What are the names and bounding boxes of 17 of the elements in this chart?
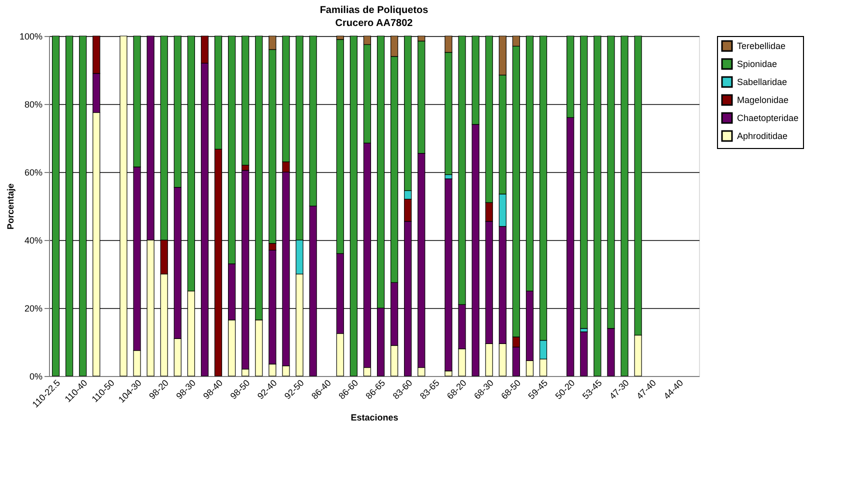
legend-label: Aphroditidae — [737, 131, 788, 141]
legend-label: Sabellaridae — [737, 77, 788, 87]
y-tick-label: 100% — [19, 32, 42, 42]
bar — [580, 332, 588, 376]
legend-label: Chaetopteridae — [737, 113, 799, 123]
y-tick-label: 80% — [24, 100, 42, 110]
y-tick-label: 40% — [24, 236, 42, 246]
legend-label: Spionidae — [737, 59, 778, 69]
legend-label: Magelonidae — [737, 95, 789, 105]
y-tick-label: 20% — [24, 304, 42, 314]
y-tick-label: 60% — [24, 168, 42, 178]
x-axis-title: Estaciones — [350, 412, 398, 423]
y-tick-label: 0% — [29, 372, 42, 382]
y-axis-title: Porcentaje — [5, 183, 16, 230]
chart-title: Familias de Poliquetos — [320, 5, 429, 16]
chart-subtitle: Crucero AA7802 — [335, 18, 414, 29]
legend-label: Terebellidae — [737, 41, 786, 51]
